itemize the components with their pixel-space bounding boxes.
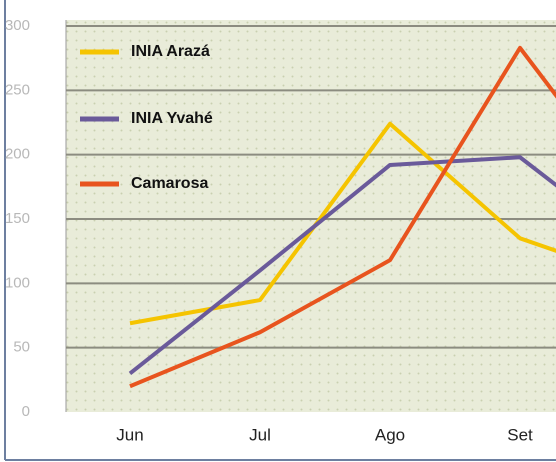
y-tick-label: 50: [13, 339, 30, 356]
series-line: [128, 155, 556, 375]
x-tick-label: Jun: [116, 425, 143, 444]
series-line: [129, 121, 556, 326]
y-tick-label: 200: [5, 146, 30, 163]
y-tick-label: 0: [22, 403, 30, 420]
legend-label: INIA Arazá: [131, 43, 210, 60]
y-tick-label: 150: [5, 210, 30, 227]
x-tick-label: Set: [507, 425, 533, 444]
y-tick-label: 100: [5, 274, 30, 291]
x-tick-label: Jul: [249, 425, 271, 444]
x-tick-label: Ago: [375, 425, 405, 444]
legend-label: INIA Yvahé: [131, 110, 213, 127]
y-tick-label: 300: [5, 17, 30, 34]
legend-label: Camarosa: [131, 175, 208, 192]
series-line: [129, 45, 556, 389]
y-tick-label: 250: [5, 81, 30, 98]
plot-background: [66, 20, 556, 412]
